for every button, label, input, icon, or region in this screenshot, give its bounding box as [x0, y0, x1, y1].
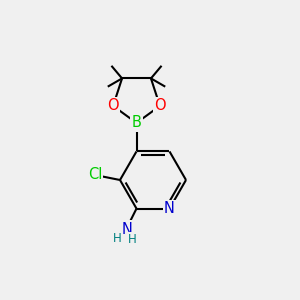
Text: H: H	[128, 233, 136, 246]
Text: B: B	[132, 116, 141, 130]
Text: N: N	[164, 201, 175, 216]
Text: N: N	[122, 222, 132, 237]
Text: Cl: Cl	[88, 167, 102, 182]
Text: H: H	[112, 232, 121, 245]
Text: O: O	[154, 98, 166, 113]
Text: O: O	[107, 98, 119, 113]
